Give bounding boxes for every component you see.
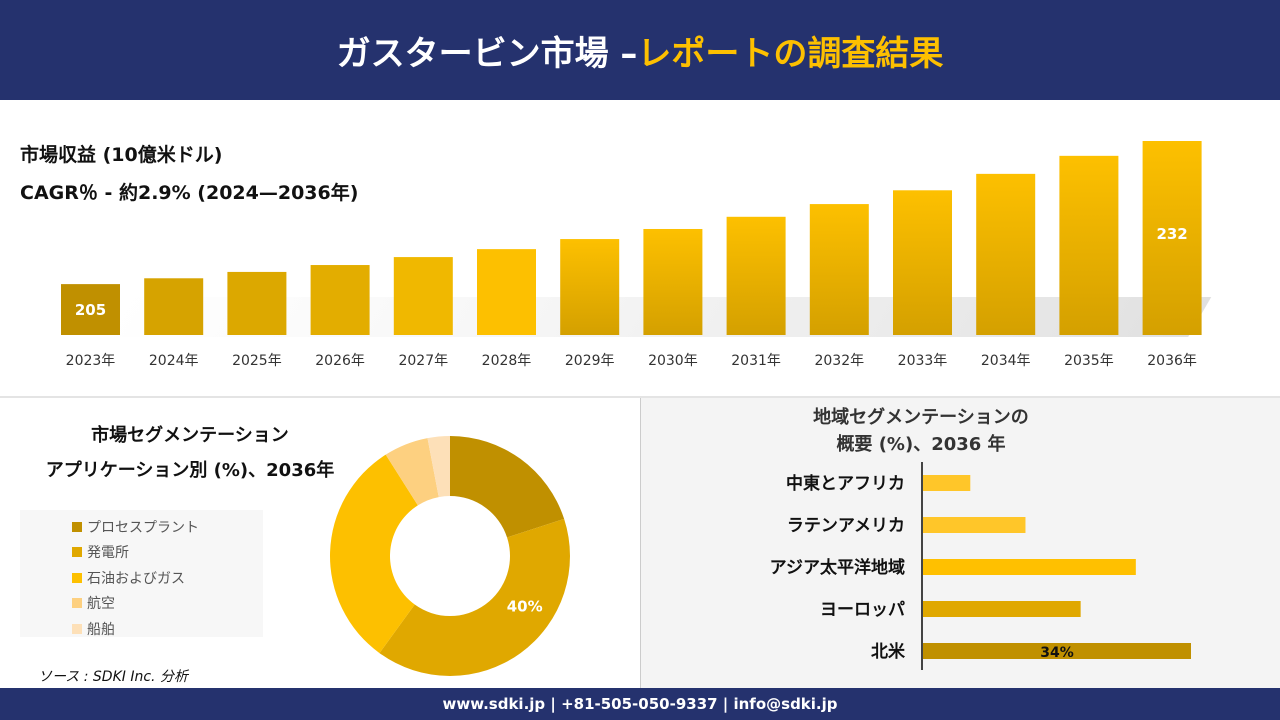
donut-slice-船舶	[427, 436, 450, 498]
bar-中東とアフリカ	[923, 475, 971, 491]
bar-2026年	[310, 265, 370, 335]
application-chart-title: 市場セグメンテーション アプリケーション別 (%)、2036年	[0, 418, 380, 488]
legend-swatch	[72, 623, 82, 634]
data-label: 205	[75, 301, 106, 319]
x-tick-label: 2034年	[981, 353, 1031, 369]
x-tick-label: 2024年	[149, 353, 199, 369]
x-tick-label: 2032年	[814, 353, 864, 369]
footer-contact: www.sdki.jp | +81-505-050-9337 | info@sd…	[0, 688, 1280, 720]
bar-2027年	[393, 257, 453, 335]
x-tick-label: 2033年	[898, 353, 948, 369]
legend-swatch	[72, 598, 82, 609]
bar-2030年	[643, 228, 703, 335]
legend-swatch	[72, 521, 82, 532]
data-label: 34%	[1040, 645, 1074, 661]
x-tick-label: 2031年	[731, 353, 781, 369]
x-tick-label: 2028年	[482, 353, 532, 369]
y-tick-label: アジア太平洋地域	[770, 557, 905, 578]
bar-ヨーロッパ	[923, 601, 1081, 617]
legend-label: 航空	[87, 596, 115, 613]
legend-item: 航空	[72, 591, 263, 617]
donut-slice-石油およびガス	[330, 454, 418, 654]
title-line: 市場セグメンテーション	[91, 425, 289, 446]
donut-slice-航空	[385, 438, 439, 506]
x-tick-label: 2025年	[232, 353, 282, 369]
x-tick-label: 2027年	[398, 353, 448, 369]
legend-item: プロセスプラント	[72, 514, 263, 540]
y-tick-label: ラテンアメリカ	[787, 516, 905, 536]
bar-2023年	[61, 284, 120, 335]
bar-2029年	[560, 239, 620, 335]
y-tick-label: ヨーロッパ	[820, 600, 905, 620]
bar-2036年	[1142, 141, 1202, 335]
bar-アジア太平洋地域	[923, 559, 1136, 575]
donut-legend: プロセスプラント 発電所石油およびガス 航空船舶	[20, 510, 263, 638]
data-label: 232	[1156, 225, 1187, 243]
legend-label: 発電所	[87, 545, 129, 562]
bar-2033年	[893, 190, 952, 335]
x-tick-label: 2023年	[66, 353, 116, 369]
region-chart-title: 地域セグメンテーションの 概要 (%)、2036 年	[736, 404, 1106, 458]
legend-item: 発電所	[72, 540, 263, 566]
y-tick-label: 中東とアフリカ	[786, 473, 905, 494]
bar-2034年	[976, 173, 1036, 335]
application-segment-panel: 市場セグメンテーション アプリケーション別 (%)、2036年 プロセスプラント…	[0, 398, 640, 688]
x-tick-label: 2030年	[648, 353, 698, 369]
x-tick-label: 2035年	[1064, 353, 1114, 369]
x-tick-label: 2026年	[315, 353, 365, 369]
legend-swatch	[72, 547, 82, 558]
cagr-text: CAGR％ - 約2.9% (2024—2036年)	[20, 182, 359, 204]
legend-swatch	[72, 572, 82, 583]
y-tick-label: 北米	[871, 641, 906, 662]
title-line: 地域セグメンテーションの	[813, 407, 1029, 428]
application-donut-chart: 40%	[330, 436, 570, 676]
bar-2032年	[809, 204, 869, 335]
bar-2025年	[227, 271, 287, 335]
title-main: ガスタービン市場 –	[336, 33, 638, 74]
donut-slice-プロセスプラント	[450, 436, 565, 538]
header-banner: ガスタービン市場 – レポートの調査結果	[0, 0, 1280, 100]
data-label: 40%	[507, 597, 543, 615]
revenue-bar-chart: 2023年 205 2024年 2025年 2026年 2027年 2028年 2029年 20…	[61, 141, 1212, 369]
divider	[0, 396, 1280, 398]
bar-北米	[923, 643, 1191, 659]
source-note: ソース : SDKI Inc. 分析	[38, 669, 188, 685]
bar-ラテンアメリカ	[923, 517, 1026, 533]
legend-label: 船舶	[87, 621, 115, 638]
x-tick-label: 2036年	[1147, 353, 1197, 369]
legend-label: 石油およびガス	[87, 570, 185, 587]
x-tick-label: 2029年	[565, 353, 615, 369]
bar-2031年	[726, 216, 786, 335]
legend-item: 船舶	[72, 616, 263, 642]
region-segment-panel: 地域セグメンテーションの 概要 (%)、2036 年 中東とアフリカ ラテンアメリ…	[640, 398, 1280, 688]
revenue-title: 市場収益 (10億米ドル)	[20, 144, 223, 166]
bar-2035年	[1059, 155, 1119, 335]
legend-label: プロセスプラント	[87, 519, 199, 536]
title-line: アプリケーション別 (%)、2036年	[45, 460, 335, 481]
donut-slice-発電所	[379, 518, 570, 676]
bar-2024年	[144, 278, 204, 335]
title-line: 概要 (%)、2036 年	[836, 434, 1006, 455]
title-accent: レポートの調査結果	[637, 33, 944, 74]
legend-item: 石油およびガス	[72, 565, 263, 591]
bar-2028年	[477, 249, 536, 335]
